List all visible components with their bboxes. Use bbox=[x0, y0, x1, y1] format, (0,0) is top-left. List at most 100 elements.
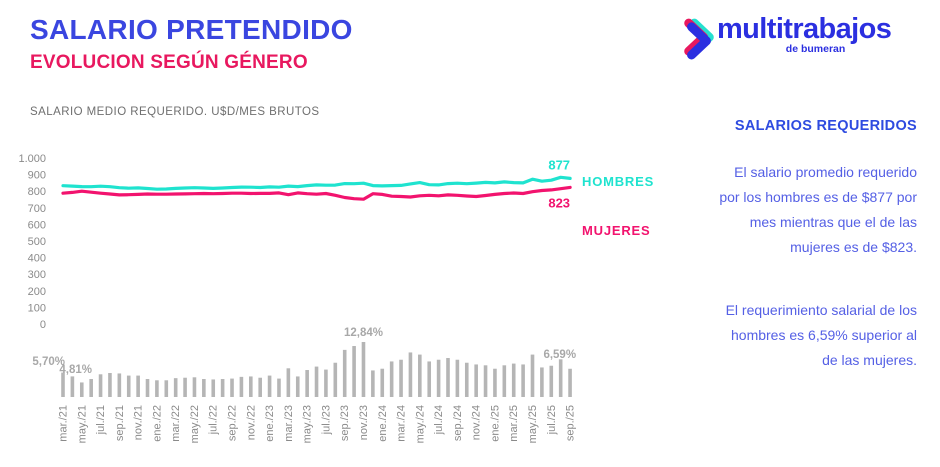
gap-bar bbox=[427, 361, 432, 397]
gap-bar bbox=[126, 375, 131, 397]
side-panel-paragraph-2: El requerimiento salarial de los hombres… bbox=[725, 302, 917, 368]
x-axis-label: mar./22 bbox=[170, 405, 182, 442]
gap-bar bbox=[79, 382, 84, 397]
salary-evolution-chart: 1.000 900 800 700 600 500 400 300 200 100 0 5,70%4,… bbox=[18, 153, 654, 443]
x-axis-label: ene./22 bbox=[151, 405, 163, 442]
gap-bar bbox=[371, 370, 375, 397]
gap-bar bbox=[89, 379, 93, 397]
x-axis-label: may./25 bbox=[527, 405, 539, 443]
gap-bar bbox=[446, 358, 450, 397]
gap-bar bbox=[511, 363, 516, 397]
gap-bar bbox=[380, 368, 385, 397]
legend-hombres: HOMBRES bbox=[582, 174, 654, 189]
gap-bar bbox=[389, 361, 394, 397]
gap-bar bbox=[117, 373, 122, 397]
gap-bar bbox=[474, 364, 478, 397]
x-axis-label: may./21 bbox=[76, 405, 88, 443]
gap-bar bbox=[239, 376, 244, 397]
x-axis-label: sep./25 bbox=[565, 405, 577, 441]
gap-bar bbox=[249, 376, 253, 397]
gap-bar bbox=[464, 362, 469, 397]
mujeres-end-value: 823 bbox=[548, 195, 570, 210]
gap-bar bbox=[98, 374, 103, 397]
gap-bar bbox=[540, 367, 544, 397]
x-axis-label: jul./22 bbox=[208, 405, 220, 435]
gap-bar bbox=[418, 354, 422, 397]
hombres-end-value: 877 bbox=[548, 157, 570, 172]
gap-bar bbox=[399, 359, 403, 397]
gap-bar bbox=[183, 377, 187, 397]
gap-bar bbox=[211, 379, 216, 397]
x-axis-label: jul./23 bbox=[320, 405, 332, 435]
x-axis-label: nov./21 bbox=[133, 405, 145, 440]
gap-bar bbox=[108, 373, 112, 397]
gap-bar bbox=[493, 368, 497, 397]
x-axis-label: sep./24 bbox=[452, 405, 464, 441]
gap-bar bbox=[145, 379, 150, 397]
page-subtitle: EVOLUCION SEGÚN GÉNERO bbox=[30, 52, 308, 73]
gap-bar bbox=[286, 368, 291, 397]
gap-bar bbox=[230, 378, 234, 397]
y-axis-label: 100 bbox=[28, 302, 46, 314]
logo-text: multitrabajos de bumeran bbox=[717, 12, 892, 55]
gap-bar-label: 5,70% bbox=[32, 356, 65, 368]
chart-caption: SALARIO MEDIO REQUERIDO. U$D/MES BRUTOS bbox=[30, 106, 320, 118]
x-axis-label: mar./21 bbox=[58, 405, 70, 442]
y-axis-label: 400 bbox=[28, 253, 46, 265]
x-axis-label: nov./24 bbox=[471, 405, 483, 440]
gap-bar bbox=[192, 377, 197, 397]
x-axis-label: sep./23 bbox=[339, 405, 351, 441]
gap-bar bbox=[164, 380, 169, 397]
y-axis-label: 1.000 bbox=[18, 153, 46, 165]
x-axis-label: mar./23 bbox=[283, 405, 295, 442]
gap-bar bbox=[502, 365, 507, 397]
x-axis-label: may./22 bbox=[189, 405, 201, 443]
gap-bar bbox=[521, 364, 525, 397]
gap-bar bbox=[220, 379, 225, 397]
gap-bar bbox=[455, 359, 460, 397]
gap-bar bbox=[333, 362, 338, 397]
x-axis-label: ene./25 bbox=[489, 405, 501, 442]
gap-bar-label: 12,84% bbox=[344, 327, 383, 339]
x-axis-label: sep./21 bbox=[114, 405, 126, 441]
hombres-line bbox=[61, 175, 572, 191]
gap-bar bbox=[408, 352, 413, 397]
x-axis-label: jul./25 bbox=[546, 405, 558, 435]
gap-bar bbox=[558, 359, 563, 397]
side-panel: SALARIOS REQUERIDOS El salario promedio … bbox=[695, 118, 917, 373]
x-axis-label: may./24 bbox=[414, 405, 426, 443]
x-axis-label: sep./22 bbox=[227, 405, 239, 441]
x-axis-label: mar./25 bbox=[508, 405, 520, 442]
y-axis-label: 800 bbox=[28, 186, 46, 198]
gap-bar bbox=[530, 354, 535, 397]
x-axis-label: may./23 bbox=[302, 405, 314, 443]
y-axis-label: 300 bbox=[28, 269, 46, 281]
y-axis-label: 700 bbox=[28, 203, 46, 215]
gap-bar bbox=[483, 365, 488, 397]
gap-bar bbox=[314, 366, 319, 397]
gap-bar bbox=[549, 365, 554, 397]
gap-bar bbox=[267, 375, 272, 397]
gap-bar bbox=[324, 369, 328, 397]
gap-bar bbox=[352, 346, 356, 397]
gap-bar bbox=[155, 380, 159, 397]
y-axis-label: 900 bbox=[28, 170, 46, 182]
gap-bar bbox=[70, 376, 75, 397]
gap-bar bbox=[295, 376, 300, 397]
gap-bar bbox=[136, 375, 140, 397]
x-axis-label: ene./24 bbox=[377, 405, 389, 442]
x-axis-label: mar./24 bbox=[396, 405, 408, 442]
gap-bar-label: 6,59% bbox=[543, 349, 576, 361]
x-axis-label: nov./23 bbox=[358, 405, 370, 440]
gap-bar bbox=[305, 370, 309, 397]
logo-tagline: de bumeran bbox=[785, 43, 846, 55]
y-axis-label: 0 bbox=[40, 319, 46, 331]
gap-bar bbox=[342, 349, 347, 397]
x-axis-label: nov./22 bbox=[245, 405, 257, 440]
side-panel-paragraph-1: El salario promedio requerido por los ho… bbox=[719, 164, 917, 255]
gap-bar bbox=[258, 377, 262, 397]
gap-bar bbox=[436, 359, 441, 397]
side-panel-heading: SALARIOS REQUERIDOS bbox=[734, 118, 917, 134]
y-axis-label: 600 bbox=[28, 219, 46, 231]
